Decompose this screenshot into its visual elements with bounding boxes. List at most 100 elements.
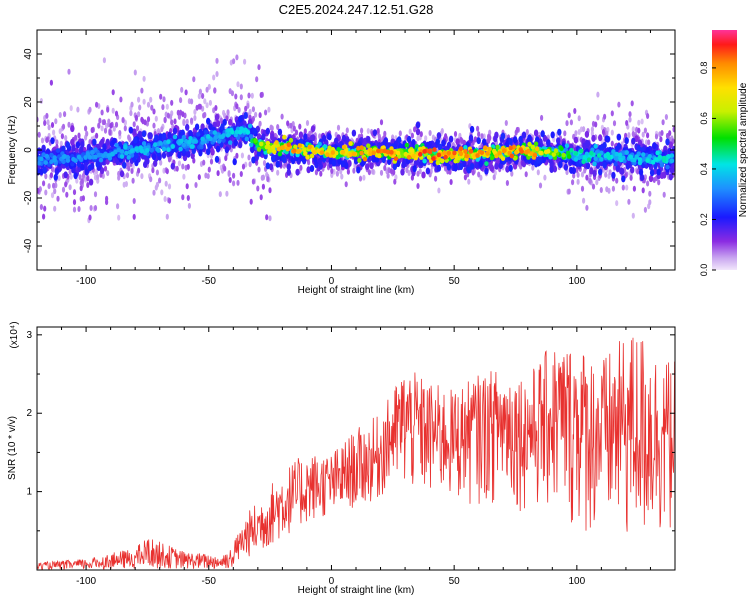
- spectrogram-cell: [611, 185, 616, 192]
- spectrogram-cell: [436, 164, 442, 172]
- spectrogram-cell: [85, 130, 89, 137]
- spectrogram-cell: [71, 156, 76, 162]
- spectrogram-cell: [37, 131, 41, 138]
- spectrogram-cell: [117, 170, 121, 177]
- spectrogram-cell: [152, 122, 156, 129]
- spectrogram-cell: [582, 155, 587, 160]
- spectrogram-cell: [648, 190, 652, 197]
- spectrogram-cell: [259, 194, 263, 201]
- spectrogram-cell: [44, 153, 50, 159]
- spectrogram-cell: [579, 148, 584, 154]
- spectrogram-cell: [88, 106, 92, 113]
- spectrogram-cell: [500, 156, 506, 162]
- spectrogram-cell: [580, 171, 585, 178]
- spectrogram-cell: [282, 156, 287, 164]
- spectrogram-cell: [286, 163, 291, 171]
- spectrogram-cell: [442, 150, 447, 156]
- spectrogram-cell: [132, 198, 136, 204]
- spectrogram-cell: [172, 127, 178, 135]
- spectrogram-cell: [540, 130, 545, 138]
- spectrogram-cell: [645, 158, 650, 163]
- spectrogram-cell: [567, 188, 571, 195]
- spectrogram-cell: [119, 154, 125, 159]
- snr-series-line: [37, 337, 675, 570]
- spectrogram-cell: [655, 150, 660, 156]
- spectrogram-cell: [61, 145, 66, 153]
- spectrogram-cell: [60, 133, 64, 140]
- spectrogram-cell: [548, 154, 553, 160]
- spectrogram-cell: [524, 149, 529, 155]
- spectrogram-cell: [181, 194, 185, 201]
- spectrogram-cell: [662, 191, 666, 198]
- spectrogram-cell: [235, 103, 239, 110]
- spectrogram-heatmap: [37, 54, 675, 224]
- spectrogram-cell: [325, 152, 330, 158]
- spectrogram-cell: [179, 97, 183, 104]
- spectrogram-cell: [213, 135, 219, 140]
- spectrogram-cell: [138, 104, 142, 111]
- spectrogram-cell: [477, 131, 481, 138]
- spectrogram-cell: [237, 107, 241, 113]
- spectrogram-cell: [42, 213, 46, 220]
- spectrogram-cell: [249, 198, 253, 205]
- spectrogram-cell: [637, 119, 641, 126]
- spectrogram-cell: [218, 191, 222, 198]
- y-tick-label: 40: [23, 48, 34, 60]
- spectrogram-cell: [167, 197, 172, 204]
- spectrogram-cell: [392, 169, 396, 176]
- spectrogram-cell: [209, 129, 214, 135]
- colorbar-tick-label: 0.0: [699, 264, 709, 277]
- spectrogram-cell: [182, 120, 186, 126]
- spectrogram-cell: [509, 153, 514, 159]
- spectrogram-cell: [312, 149, 317, 155]
- spectrogram-cell: [117, 214, 121, 221]
- spectrogram-cell: [71, 144, 76, 152]
- spectrogram-cell: [377, 153, 382, 159]
- spectrogram-cell: [185, 183, 189, 190]
- spectrogram-cell: [216, 170, 220, 177]
- spectrogram-cell: [77, 132, 81, 139]
- spectrogram-cell: [585, 162, 591, 170]
- spectrogram-cell: [422, 149, 427, 154]
- spectrogram-cell: [395, 160, 401, 168]
- spectrogram-cell: [96, 152, 102, 158]
- spectrogram-cell: [317, 158, 322, 165]
- spectrogram-cell: [186, 163, 190, 170]
- spectrogram-cell: [599, 157, 604, 162]
- spectrogram-cell: [134, 146, 139, 152]
- spectrogram-cell: [208, 123, 213, 131]
- spectrogram-cell: [359, 150, 364, 156]
- spectrogram-cell: [574, 130, 578, 137]
- spectrogram-cell: [135, 125, 140, 132]
- spectrogram-cell: [230, 90, 234, 97]
- spectrogram-cell: [261, 183, 265, 190]
- spectrogram-cell: [103, 127, 108, 134]
- spectrogram-cell: [665, 164, 670, 170]
- spectrogram-cell: [123, 125, 127, 132]
- spectrogram-cell: [53, 173, 58, 181]
- spectrogram-cell: [546, 148, 551, 154]
- spectrogram-cell: [244, 136, 249, 142]
- spectrogram-cell: [50, 192, 55, 199]
- spectrogram-cell: [41, 152, 46, 158]
- spectrogram-cell: [394, 174, 398, 181]
- spectrogram-cell: [389, 146, 394, 152]
- spectrogram-cell: [585, 204, 589, 211]
- spectrogram-cell: [161, 133, 167, 141]
- spectrogram-cell: [369, 162, 374, 170]
- spectrogram-cell: [271, 144, 276, 150]
- spectrogram-cell: [625, 162, 630, 170]
- spectrogram-cell: [126, 155, 131, 160]
- spectrogram-cell: [657, 154, 662, 160]
- spectrogram-cell: [413, 126, 417, 133]
- spectrogram-cell: [194, 123, 200, 131]
- spectrogram-cell: [504, 120, 508, 126]
- spectrogram-cell: [137, 167, 141, 174]
- spectrogram-cell: [193, 115, 197, 121]
- spectrogram-cell: [436, 152, 442, 158]
- y-tick-label: 1: [26, 487, 32, 498]
- spectrogram-cell: [39, 156, 44, 162]
- spectrogram-cell: [234, 129, 240, 135]
- spectrogram-cell: [43, 160, 48, 166]
- spectrogram-cell: [644, 152, 649, 158]
